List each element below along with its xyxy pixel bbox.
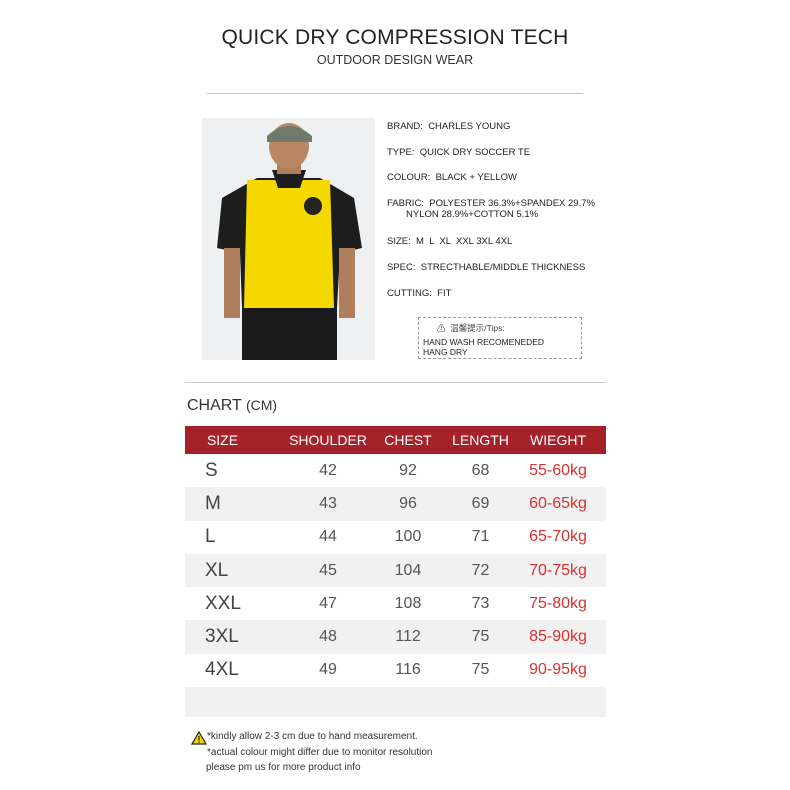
note-line: *kindly allow 2-3 cm due to hand measure… — [207, 731, 418, 742]
warning-icon: ⚠ — [437, 323, 446, 333]
cell-chest: 104 — [394, 561, 422, 579]
spec-label: SPEC: — [387, 262, 416, 273]
tips-line: HAND WASH RECOMENEDED — [423, 337, 545, 347]
chart-title-text: CHART — [187, 397, 242, 414]
divider — [207, 93, 583, 94]
cell-weight: 60-65kg — [529, 494, 587, 512]
cell-shoulder: 43 — [319, 494, 337, 512]
header-chest: CHEST — [384, 432, 432, 448]
tips-line: HANG DRY — [423, 347, 468, 357]
size-chart-table: SIZE SHOULDER CHEST LENGTH WIEGHT S 42 92 6… — [185, 426, 606, 718]
cell-size: 3XL — [205, 626, 239, 648]
table-row: M 43 96 69 60-65kg — [185, 487, 606, 521]
spec-value: STRECTHABLE/MIDDLE THICKNESS — [420, 262, 586, 273]
cell-shoulder: 49 — [319, 661, 337, 679]
table-row: 4XL 49 116 75 90-95kg — [185, 654, 606, 687]
spec-fabric: FABRIC: POLYESTER 36.3%+SPANDEX 29.7% NYL… — [387, 198, 595, 220]
warning-icon — [190, 730, 208, 750]
cell-length: 75 — [471, 628, 490, 646]
cell-weight: 75-80kg — [529, 594, 587, 612]
table-row: XXL 47 108 73 75-80kg — [185, 587, 606, 620]
cell-size: 4XL — [205, 659, 239, 681]
header-size: SIZE — [206, 432, 239, 448]
spec-value: M L XL XXL 3XL 4XL — [416, 236, 513, 247]
note-line: please pm us for more product info — [206, 762, 361, 773]
spec-colour: COLOUR: BLACK + YELLOW — [387, 172, 517, 183]
cell-chest: 92 — [399, 461, 417, 479]
spec-value: CHARLES YOUNG — [428, 121, 511, 132]
spec-label: TYPE: — [387, 147, 415, 158]
cell-weight: 55-60kg — [529, 461, 587, 479]
cell-length: 71 — [471, 528, 490, 546]
spec-value: QUICK DRY SOCCER TE — [419, 147, 531, 158]
spec-label: FABRIC: — [387, 198, 424, 209]
cell-weight: 85-90kg — [529, 628, 587, 646]
spec-type: TYPE: QUICK DRY SOCCER TE — [387, 147, 530, 158]
cell-weight: 90-95kg — [529, 661, 587, 679]
spec-label: SIZE: — [387, 236, 411, 247]
spec-label: COLOUR: — [387, 172, 431, 183]
spec-brand: BRAND: CHARLES YOUNG — [387, 121, 510, 132]
cell-weight: 70-75kg — [529, 561, 587, 579]
table-row: S 42 92 68 55-60kg — [185, 454, 606, 487]
spec-value: FIT — [437, 288, 452, 299]
spec-value: BLACK + YELLOW — [435, 172, 517, 183]
table-row: 3XL 48 112 75 85-90kg — [185, 620, 606, 654]
cell-length: 69 — [471, 494, 490, 512]
cell-shoulder: 47 — [319, 594, 337, 612]
cell-size: XXL — [205, 592, 241, 614]
cell-chest: 108 — [394, 594, 422, 612]
cell-length: 68 — [471, 461, 490, 479]
note-line: *actual colour might differ due to monit… — [207, 746, 433, 758]
page-subtitle: OUTDOOR DESIGN WEAR — [316, 53, 474, 67]
cell-chest: 116 — [395, 661, 421, 679]
cell-shoulder: 42 — [319, 461, 337, 479]
divider — [185, 382, 606, 383]
table-row: XL 45 104 72 70-75kg — [185, 553, 606, 588]
cell-chest: 96 — [399, 494, 417, 512]
header-length: LENGTH — [452, 432, 509, 448]
cell-weight: 65-70kg — [529, 528, 587, 546]
cell-shoulder: 45 — [319, 561, 337, 579]
cell-length: 75 — [471, 661, 490, 679]
cell-size: M — [205, 492, 221, 514]
spec-label: CUTTING: — [387, 288, 432, 299]
cell-size: L — [205, 526, 216, 548]
spec-size: SIZE: M L XL XXL 3XL 4XL — [387, 236, 512, 247]
care-tips-box: ⚠ 温馨提示/Tips: HAND WASH RECOMENEDED HANG … — [418, 317, 582, 359]
spec-label: BRAND: — [387, 121, 423, 132]
chart-unit: (CM) — [245, 397, 278, 413]
cell-size: S — [205, 459, 218, 481]
product-photo — [202, 118, 375, 360]
spec-value: NYLON 28.9%+COTTON 5.1% — [406, 209, 539, 220]
page-title: QUICK DRY COMPRESSION TECH — [221, 26, 569, 49]
spec-cutting: CUTTING: FIT — [387, 288, 451, 299]
table-header: SIZE SHOULDER CHEST LENGTH WIEGHT — [185, 426, 606, 454]
notes: *kindly allow 2-3 cm due to hand measure… — [206, 729, 433, 776]
cell-chest: 100 — [394, 528, 422, 546]
spec-spec: SPEC: STRECTHABLE/MIDDLE THICKNESS — [387, 262, 585, 273]
cell-size: XL — [205, 559, 229, 581]
header-shoulder: SHOULDER — [289, 432, 367, 448]
cell-chest: 112 — [395, 628, 421, 646]
spec-value: POLYESTER 36.3%+SPANDEX 29.7% — [429, 198, 595, 209]
header-weight: WIEGHT — [530, 432, 586, 448]
cell-shoulder: 48 — [319, 628, 337, 646]
table-row-empty — [185, 687, 606, 718]
chart-title: CHART (CM) — [187, 397, 277, 415]
cell-length: 72 — [471, 561, 490, 579]
tips-title: 温馨提示/Tips: — [450, 323, 505, 333]
table-row: L 44 100 71 65-70kg — [185, 521, 606, 554]
cell-length: 73 — [471, 594, 490, 612]
cell-shoulder: 44 — [319, 528, 337, 546]
